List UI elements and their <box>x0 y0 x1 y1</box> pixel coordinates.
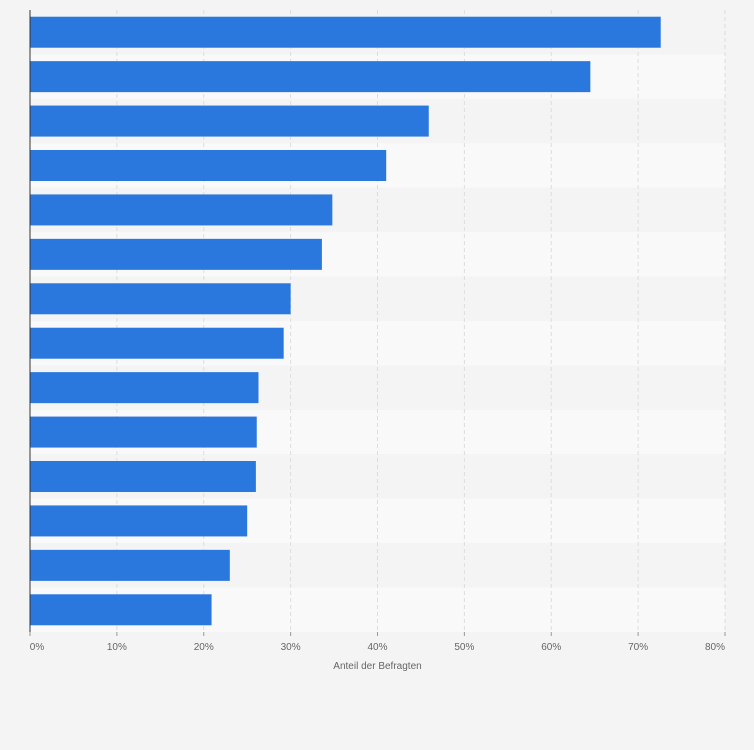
bar[interactable] <box>30 372 259 404</box>
tick-label: 40% <box>367 642 387 653</box>
tick-label: 30% <box>281 642 301 653</box>
x-axis-ticks: 0% 10% 20% 30% 40% 50% 60% 70% 80% <box>29 632 726 653</box>
bar[interactable] <box>30 150 387 181</box>
bar[interactable] <box>30 594 212 626</box>
bar[interactable] <box>30 283 291 315</box>
tick-label: 80% <box>705 642 725 653</box>
tick-label: 20% <box>194 642 214 653</box>
bar[interactable] <box>30 505 248 537</box>
bar[interactable] <box>30 238 322 270</box>
bar[interactable] <box>30 194 333 226</box>
tick-label: 60% <box>541 642 561 653</box>
bar[interactable] <box>30 61 591 93</box>
tick-label: 70% <box>628 642 648 653</box>
bar[interactable] <box>30 461 256 492</box>
tick-label: 0% <box>30 642 45 653</box>
x-axis-title: Anteil der Befragten <box>333 661 421 672</box>
tick-label: 50% <box>454 642 474 653</box>
bar[interactable] <box>30 327 284 359</box>
grid-lines <box>116 10 726 632</box>
bar[interactable] <box>30 416 257 448</box>
tick-label: 10% <box>107 642 127 653</box>
bars <box>30 16 661 626</box>
bar[interactable] <box>30 549 230 581</box>
bar[interactable] <box>30 16 661 48</box>
bar[interactable] <box>30 105 429 137</box>
